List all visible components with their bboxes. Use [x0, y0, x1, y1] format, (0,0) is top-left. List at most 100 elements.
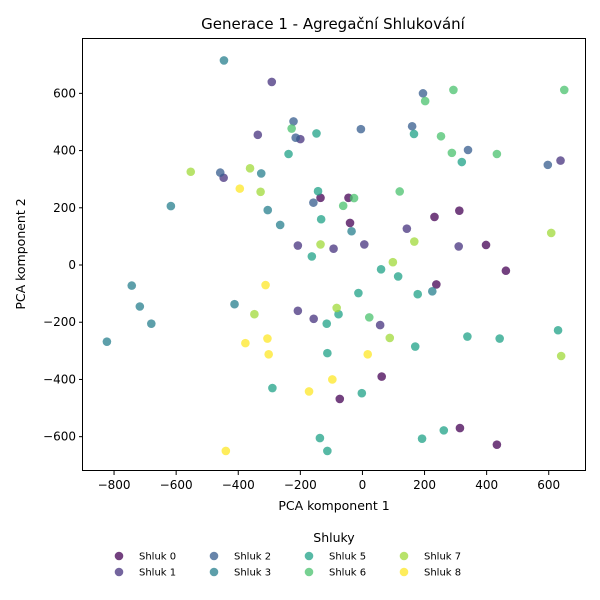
data-point-shluk-3 — [102, 337, 112, 346]
data-point-shluk-5 — [323, 446, 332, 456]
data-point-shluk-5 — [357, 388, 367, 398]
ticks-layer: −800 −600 −400 −200 0 200 400 600 −600 −400 −200 0 2… — [43, 86, 560, 492]
y-tick-label: −200 — [43, 315, 76, 329]
chart-title: Generace 1 - Agregační Shlukování — [201, 15, 466, 33]
data-point-shluk-2 — [407, 121, 417, 131]
data-point-shluk-1 — [253, 130, 263, 140]
data-point-shluk-5 — [284, 149, 293, 159]
data-point-shluk-1 — [293, 306, 303, 316]
data-point-shluk-0 — [335, 394, 345, 404]
data-point-shluk-5 — [409, 129, 419, 139]
data-point-shluk-8 — [221, 446, 231, 456]
legend-label-shluk-6: Shluk 6 — [329, 568, 366, 579]
legend-marker-shluk-8 — [399, 567, 409, 577]
data-point-shluk-0 — [455, 206, 464, 215]
data-point-shluk-5 — [316, 214, 326, 224]
data-point-shluk-5 — [323, 348, 332, 358]
data-point-shluk-6 — [338, 201, 348, 211]
data-point-shluk-5 — [315, 433, 325, 443]
data-point-shluk-2 — [543, 160, 553, 170]
data-point-shluk-1 — [293, 241, 303, 250]
data-point-shluk-6 — [447, 148, 457, 158]
data-point-shluk-7 — [245, 164, 255, 173]
legend-label-shluk-1: Shluk 1 — [139, 568, 176, 579]
data-point-shluk-6 — [395, 187, 405, 196]
x-tick-label: −200 — [284, 478, 317, 492]
data-point-shluk-0 — [492, 440, 502, 449]
data-point-shluk-5 — [393, 272, 403, 281]
data-point-shluk-5 — [553, 325, 563, 335]
data-point-shluk-1 — [309, 314, 318, 324]
data-point-shluk-3 — [428, 287, 437, 296]
legend-label-shluk-2: Shluk 2 — [234, 552, 271, 563]
data-point-shluk-6 — [492, 149, 502, 159]
data-point-shluk-6 — [287, 124, 296, 133]
data-point-shluk-1 — [454, 242, 463, 251]
y-tick-label: 400 — [53, 144, 76, 158]
data-point-shluk-6 — [559, 85, 569, 95]
data-point-shluk-5 — [268, 383, 277, 393]
data-point-shluk-2 — [418, 89, 428, 98]
data-point-shluk-1 — [360, 240, 369, 249]
data-point-shluk-7 — [332, 303, 341, 313]
data-point-shluk-8 — [328, 375, 337, 384]
legend-marker-shluk-2 — [209, 551, 219, 561]
x-tick-label: 200 — [413, 478, 436, 492]
data-point-shluk-2 — [215, 168, 225, 177]
legend-label-shluk-5: Shluk 5 — [329, 552, 366, 563]
data-point-shluk-5 — [495, 334, 504, 343]
data-point-shluk-0 — [430, 212, 439, 222]
data-point-shluk-3 — [263, 205, 273, 215]
x-tick-label: 0 — [359, 478, 367, 492]
data-point-shluk-7 — [256, 187, 265, 197]
legend-title: Shluky — [313, 530, 355, 545]
y-tick-label: 600 — [53, 86, 76, 100]
data-point-shluk-8 — [235, 184, 245, 193]
data-point-shluk-8 — [264, 349, 273, 359]
data-point-shluk-3 — [230, 299, 239, 309]
data-point-shluk-8 — [241, 338, 250, 348]
legend-label-shluk-0: Shluk 0 — [139, 552, 176, 563]
data-point-shluk-5 — [413, 289, 423, 299]
data-point-shluk-7 — [385, 333, 395, 343]
legend-marker-shluk-1 — [114, 567, 124, 577]
data-point-shluk-6 — [420, 96, 430, 106]
data-point-shluk-5 — [354, 288, 363, 298]
data-point-shluk-5 — [313, 186, 323, 196]
data-point-shluk-1 — [556, 156, 565, 165]
data-point-shluk-6 — [364, 313, 374, 322]
data-point-shluk-1 — [267, 77, 277, 87]
y-tick-label: 200 — [53, 201, 76, 215]
data-point-shluk-0 — [345, 218, 355, 228]
data-point-shluk-3 — [166, 201, 176, 211]
data-point-shluk-3 — [147, 319, 156, 328]
plot-area-frame — [82, 38, 586, 471]
x-tick-label: 400 — [475, 478, 498, 492]
x-tick-label: −600 — [160, 478, 193, 492]
data-point-shluk-7 — [388, 257, 398, 267]
data-point-shluk-5 — [457, 157, 467, 167]
data-point-shluk-7 — [250, 309, 259, 319]
x-tick-label: −400 — [222, 478, 255, 492]
data-point-shluk-5 — [307, 252, 317, 261]
legend-marker-shluk-7 — [399, 551, 409, 561]
legend: Shluk 0 Shluk 1 Shluk 2 Shluk 3 Shluk 5 Shluk… — [114, 551, 461, 579]
y-axis-label: PCA komponent 2 — [13, 198, 28, 309]
data-point-shluk-3 — [256, 169, 266, 178]
data-point-shluk-2 — [309, 198, 318, 207]
points-layer — [102, 56, 569, 456]
data-point-shluk-6 — [436, 131, 446, 141]
data-point-shluk-8 — [304, 387, 314, 396]
data-point-shluk-3 — [135, 302, 145, 311]
data-point-shluk-8 — [261, 280, 270, 290]
x-axis-label: PCA komponent 1 — [278, 498, 389, 513]
y-tick-label: −600 — [43, 430, 76, 444]
data-point-shluk-5 — [417, 434, 427, 443]
data-point-shluk-2 — [289, 117, 298, 126]
legend-marker-shluk-0 — [114, 551, 124, 561]
data-point-shluk-5 — [376, 265, 386, 274]
x-tick-label: −800 — [98, 478, 131, 492]
data-point-shluk-7 — [186, 167, 196, 177]
